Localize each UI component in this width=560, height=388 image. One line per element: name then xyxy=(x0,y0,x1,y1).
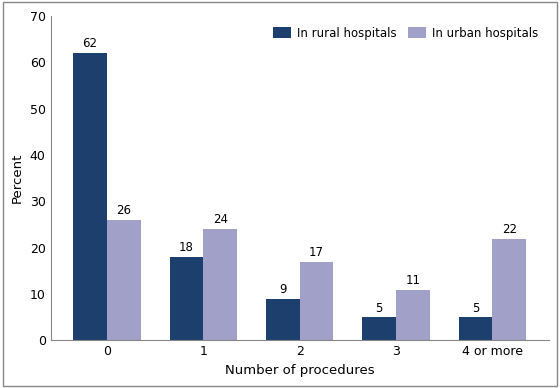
X-axis label: Number of procedures: Number of procedures xyxy=(225,364,375,377)
Bar xyxy=(203,229,237,341)
Bar xyxy=(396,289,430,341)
Legend: In rural hospitals, In urban hospitals: In rural hospitals, In urban hospitals xyxy=(269,22,543,45)
Bar xyxy=(107,220,141,341)
Bar xyxy=(300,262,333,341)
Text: 17: 17 xyxy=(309,246,324,259)
Bar xyxy=(170,257,203,341)
Text: 62: 62 xyxy=(82,37,97,50)
Bar xyxy=(362,317,396,341)
Text: 5: 5 xyxy=(376,301,383,315)
Bar xyxy=(266,299,300,341)
Text: 22: 22 xyxy=(502,223,517,236)
Text: 5: 5 xyxy=(472,301,479,315)
Bar xyxy=(73,53,107,341)
Y-axis label: Percent: Percent xyxy=(11,153,24,203)
Text: 18: 18 xyxy=(179,241,194,254)
Bar xyxy=(492,239,526,341)
Text: 24: 24 xyxy=(213,213,228,227)
Bar xyxy=(459,317,492,341)
Text: 11: 11 xyxy=(405,274,421,287)
Text: 9: 9 xyxy=(279,283,287,296)
Text: 26: 26 xyxy=(116,204,131,217)
